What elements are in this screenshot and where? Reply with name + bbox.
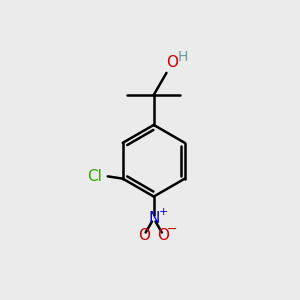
Text: N: N [148, 211, 159, 226]
Text: −: − [167, 223, 178, 236]
Text: Cl: Cl [87, 169, 102, 184]
Text: +: + [158, 207, 168, 217]
Text: O: O [166, 56, 178, 70]
Text: H: H [177, 50, 188, 64]
Text: O: O [158, 228, 169, 243]
Text: O: O [138, 228, 150, 243]
